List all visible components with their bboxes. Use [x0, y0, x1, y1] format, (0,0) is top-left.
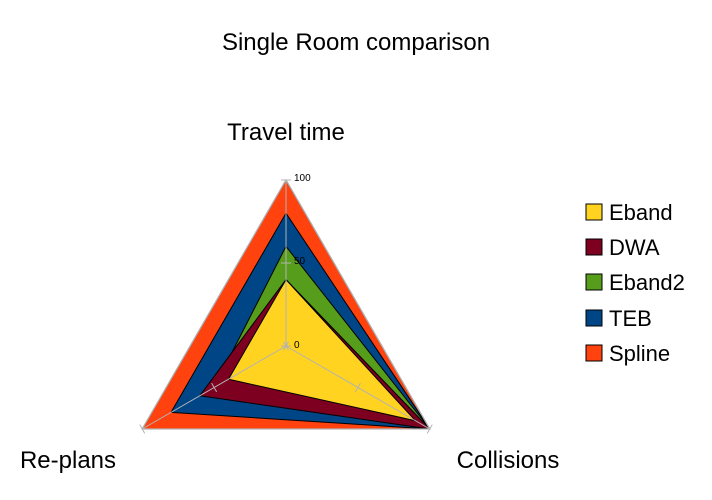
legend-swatch-teb: [585, 309, 603, 327]
tick-label-100: 100: [294, 173, 311, 184]
series-eband: [227, 279, 416, 422]
legend-swatch-eband: [585, 203, 603, 221]
tick-label-0: 0: [294, 340, 300, 351]
legend-label-teb: TEB: [609, 306, 652, 331]
axis-tick-1-1: [354, 382, 361, 393]
grid-layer: [139, 178, 433, 434]
legend-swatch-spline: [585, 344, 603, 362]
grid-outline: [141, 178, 431, 430]
axis-tick-2-1: [211, 382, 218, 393]
legend-swatch-dwa: [585, 238, 603, 256]
legend-label-eband: Eband: [609, 200, 673, 225]
legend-label-eband2: Eband2: [609, 270, 685, 295]
legend-swatch-eband2: [585, 273, 603, 291]
tick-label-50: 50: [294, 256, 306, 267]
chart-title: Single Room comparison: [222, 29, 490, 56]
axis-tick-2-0: [283, 341, 289, 351]
axis-label-re-plans: Re-plans: [20, 447, 116, 474]
legend-label-spline: Spline: [609, 341, 670, 366]
axis-label-collisions: Collisions: [457, 447, 560, 474]
legend-label-dwa: DWA: [609, 235, 660, 260]
legend: Eband DWA Eband2 TEB Spline: [585, 200, 685, 366]
axis-label-travel-time: Travel time: [227, 119, 345, 146]
axis-tick-1-2: [426, 424, 433, 434]
axis-tick-2-2: [139, 424, 146, 434]
